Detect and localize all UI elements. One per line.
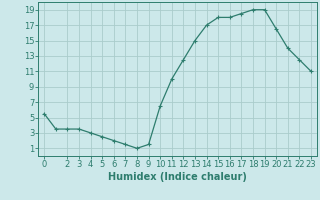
X-axis label: Humidex (Indice chaleur): Humidex (Indice chaleur) [108, 172, 247, 182]
